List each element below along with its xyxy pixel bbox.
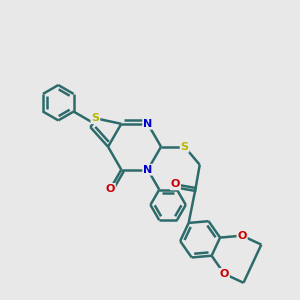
Text: S: S bbox=[92, 113, 99, 123]
Text: O: O bbox=[171, 179, 180, 189]
Text: N: N bbox=[143, 165, 152, 175]
Text: O: O bbox=[220, 269, 229, 279]
Text: N: N bbox=[143, 119, 152, 129]
Text: S: S bbox=[181, 142, 189, 152]
Text: O: O bbox=[106, 184, 115, 194]
Text: O: O bbox=[237, 231, 247, 241]
